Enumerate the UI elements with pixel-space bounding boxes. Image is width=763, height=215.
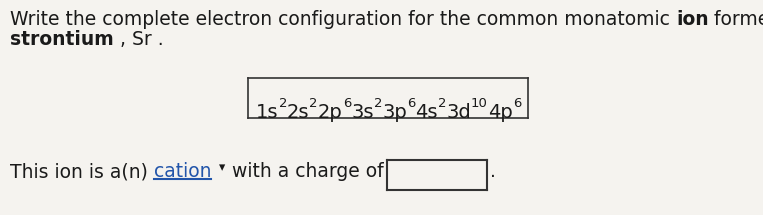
Text: 3p: 3p — [382, 103, 407, 122]
Text: 6: 6 — [407, 97, 415, 110]
Text: Write the complete electron configuration for the common monatomic: Write the complete electron configuratio… — [10, 10, 676, 29]
Text: formed by the element: formed by the element — [709, 10, 763, 29]
Text: 6: 6 — [343, 97, 351, 110]
Text: 1s: 1s — [256, 103, 278, 122]
Text: , Sr .: , Sr . — [114, 30, 163, 49]
Text: 6: 6 — [513, 97, 521, 110]
Text: 4p: 4p — [488, 103, 513, 122]
Text: ▾: ▾ — [211, 161, 226, 174]
Text: 2: 2 — [438, 97, 446, 110]
Text: 2s: 2s — [287, 103, 310, 122]
Text: ion: ion — [676, 10, 709, 29]
Text: 2p: 2p — [318, 103, 343, 122]
Text: .: . — [491, 162, 496, 181]
Text: 3s: 3s — [351, 103, 374, 122]
Text: 2: 2 — [278, 97, 287, 110]
Text: 4s: 4s — [415, 103, 438, 122]
Text: 2: 2 — [374, 97, 382, 110]
Text: strontium: strontium — [10, 30, 114, 49]
Text: 3d: 3d — [446, 103, 471, 122]
Text: This ion is a(n): This ion is a(n) — [10, 162, 154, 181]
Text: cation: cation — [154, 162, 211, 181]
Text: 10: 10 — [471, 97, 488, 110]
Text: with a charge of: with a charge of — [226, 162, 383, 181]
Text: 2: 2 — [310, 97, 318, 110]
